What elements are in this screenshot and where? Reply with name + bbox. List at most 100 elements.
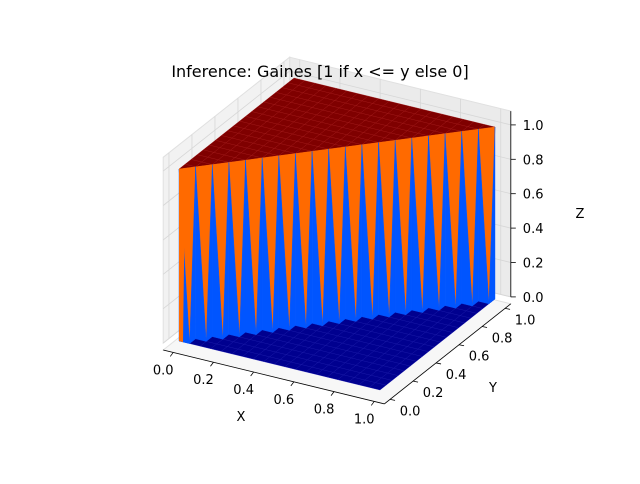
y-tick-label: 0.0 — [400, 404, 421, 419]
wall-facet — [411, 138, 423, 313]
wall-facet — [361, 144, 373, 320]
mesh-line — [252, 325, 296, 360]
chart-title: Inference: Gaines [1 if x <= y else 0] — [171, 62, 469, 81]
wall-facet — [278, 155, 290, 331]
mesh-line — [311, 323, 429, 352]
x-axis-line — [163, 349, 385, 405]
mesh-line — [311, 98, 379, 152]
mesh-line — [278, 327, 417, 362]
y-tick-label: 0.8 — [492, 332, 513, 347]
mesh-line — [348, 305, 446, 383]
wall-facet — [428, 135, 440, 311]
mesh-line — [305, 314, 379, 373]
mesh-line — [233, 125, 329, 150]
mesh-line — [191, 159, 213, 165]
y-tick — [435, 362, 442, 365]
z-tick-label: 0.6 — [523, 188, 544, 203]
mesh-line — [345, 318, 441, 343]
y-tick — [481, 326, 488, 328]
mesh-line — [358, 303, 462, 386]
surface — [178, 77, 496, 391]
x-tick — [210, 361, 214, 367]
mesh-line — [227, 130, 313, 152]
wall-facet — [461, 131, 473, 307]
x-tick — [290, 381, 295, 387]
mesh-line — [245, 88, 337, 161]
y-tick — [412, 380, 419, 383]
wall-facet — [395, 140, 407, 316]
wall-facet — [311, 151, 323, 327]
wall-facet — [212, 164, 224, 340]
mesh-line — [378, 314, 453, 333]
z-axis-label: Z — [576, 207, 585, 222]
y-axis-label: Y — [488, 381, 497, 396]
mesh-line — [245, 331, 405, 372]
y-tick — [389, 398, 396, 401]
wall-facet — [228, 162, 240, 338]
grid-line — [162, 70, 290, 172]
x-axis-label: X — [237, 410, 246, 425]
z-tick-label: 0.4 — [523, 222, 544, 237]
mesh-line — [274, 320, 329, 365]
y-tick — [504, 307, 511, 310]
mesh-line — [197, 154, 229, 163]
mesh-line — [251, 111, 379, 143]
mesh-line — [316, 312, 396, 375]
z-tick-label: 0.8 — [523, 153, 544, 168]
wall-facet — [378, 142, 390, 318]
wall-facet — [488, 126, 496, 305]
y-tick-label: 0.4 — [446, 368, 467, 383]
mesh-line — [287, 82, 479, 130]
wall-facet — [245, 160, 257, 335]
x-tick-label: 0.2 — [193, 373, 214, 388]
grid-line — [289, 70, 511, 126]
y-tick-label: 0.6 — [469, 350, 490, 365]
mesh-line — [215, 140, 279, 156]
x-tick-label: 0.6 — [274, 393, 295, 408]
mesh-line — [478, 124, 485, 130]
mesh-line — [326, 309, 412, 378]
x-tick — [330, 391, 335, 396]
axes — [163, 111, 512, 405]
wall-facet — [295, 153, 307, 329]
z-tick-label: 0.0 — [523, 291, 544, 306]
mesh-line — [295, 316, 363, 370]
mesh-line — [411, 113, 443, 139]
x-tick-label: 0.0 — [153, 363, 174, 378]
mesh-line — [278, 93, 358, 156]
mesh-line — [212, 82, 316, 165]
y-axis-line — [384, 303, 512, 405]
mesh-line — [281, 87, 462, 132]
mesh-line — [378, 108, 422, 143]
wall-facet — [478, 129, 490, 305]
mesh-line — [275, 92, 446, 134]
z-tick-label: 0.2 — [523, 257, 544, 272]
mesh-line — [345, 103, 400, 148]
z-tick-label: 1.0 — [523, 119, 544, 134]
mesh-line — [203, 149, 246, 161]
wall-facet — [195, 166, 207, 342]
x-tick-label: 0.8 — [314, 403, 335, 418]
y-tick-label: 1.0 — [515, 313, 536, 328]
wall-facet — [345, 146, 357, 322]
wall-facet — [262, 157, 273, 333]
mesh-line — [221, 135, 296, 154]
wall-facet — [179, 168, 186, 342]
x-tick — [250, 371, 254, 377]
mesh-line — [337, 307, 429, 380]
mesh-line — [209, 144, 263, 159]
x-tick — [169, 352, 174, 357]
wall-facet — [444, 133, 456, 309]
mesh-line — [284, 318, 346, 367]
y-tick-label: 0.2 — [423, 386, 444, 401]
mesh-line — [239, 120, 346, 148]
y-tick — [458, 344, 465, 347]
mesh-line — [369, 301, 479, 388]
x-tick — [370, 401, 375, 406]
mesh-line — [444, 119, 464, 134]
mesh-line — [245, 116, 363, 145]
mesh-line — [269, 96, 429, 137]
mesh-line — [263, 101, 412, 139]
tick-labels: 0.00.20.40.60.81.00.00.20.40.60.81.00.00… — [153, 119, 544, 428]
